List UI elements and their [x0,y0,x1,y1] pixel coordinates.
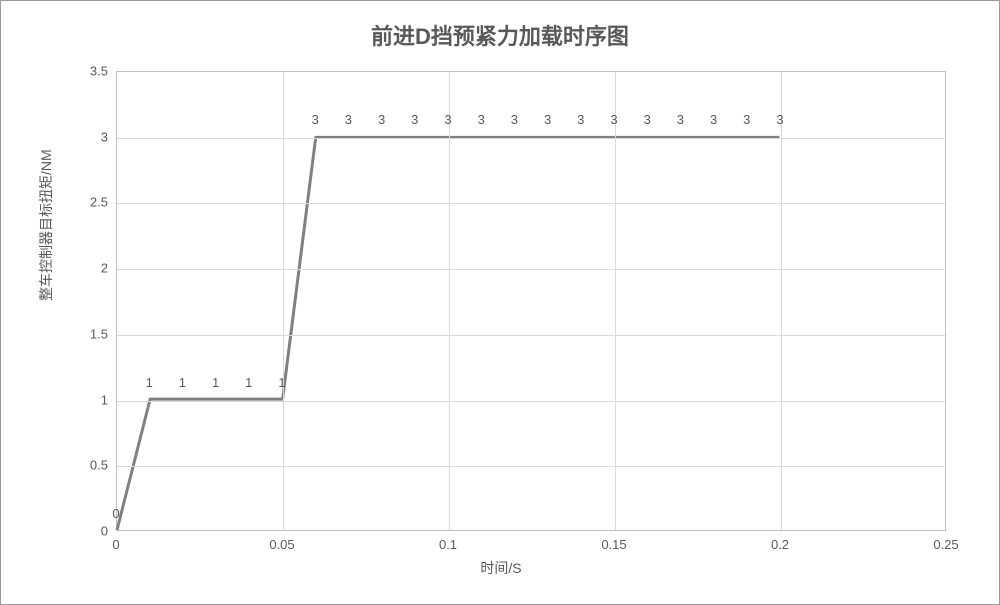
grid-line-h [117,269,945,270]
data-point-label: 3 [544,112,551,127]
grid-line-v [615,72,616,530]
data-point-label: 1 [278,375,285,390]
x-axis: 00.050.10.150.20.25 [116,531,946,561]
data-point-label: 1 [146,375,153,390]
data-point-label: 3 [511,112,518,127]
data-point-label: 1 [245,375,252,390]
data-point-label: 3 [577,112,584,127]
grid-line-v [283,72,284,530]
line-series [117,72,945,530]
chart-container: 前进D挡预紧力加载时序图 整车控制器目标扭矩/NM 0 0.5 1 1.5 2 2.5 3 3… [0,0,1000,605]
y-tick-label: 2 [68,261,108,276]
data-point-label: 3 [710,112,717,127]
y-axis: 00.511.522.533.5 [66,71,116,531]
x-axis-label: 时间/S [1,558,1000,578]
data-point-label: 3 [776,112,783,127]
data-point-label: 1 [179,375,186,390]
x-tick-label: 0 [112,537,119,552]
y-tick-label: 3 [68,129,108,144]
grid-line-h [117,203,945,204]
y-tick-label: 3.5 [68,64,108,79]
y-axis-label: 整车控制器目标扭矩/NM [36,149,56,301]
x-tick-label: 0.05 [269,537,294,552]
data-point-label: 1 [212,375,219,390]
data-point-label: 3 [677,112,684,127]
plot-area [116,71,946,531]
data-point-label: 0 [112,506,119,521]
data-point-label: 3 [444,112,451,127]
data-point-label: 3 [312,112,319,127]
y-tick-label: 1 [68,392,108,407]
data-point-label: 3 [610,112,617,127]
grid-line-h [117,466,945,467]
y-tick-label: 0 [68,524,108,539]
grid-line-h [117,335,945,336]
data-point-label: 3 [378,112,385,127]
data-point-label: 3 [478,112,485,127]
grid-line-v [449,72,450,530]
chart-title: 前进D挡预紧力加载时序图 [1,19,999,51]
y-tick-label: 1.5 [68,326,108,341]
x-tick-label: 0.2 [771,537,789,552]
data-point-label: 3 [411,112,418,127]
y-tick-label: 2.5 [68,195,108,210]
grid-line-h [117,138,945,139]
x-tick-label: 0.25 [933,537,958,552]
x-tick-label: 0.1 [439,537,457,552]
data-point-label: 3 [345,112,352,127]
data-point-label: 3 [743,112,750,127]
x-tick-label: 0.15 [601,537,626,552]
data-point-label: 3 [644,112,651,127]
y-tick-label: 0.5 [68,458,108,473]
grid-line-h [117,401,945,402]
grid-line-v [781,72,782,530]
